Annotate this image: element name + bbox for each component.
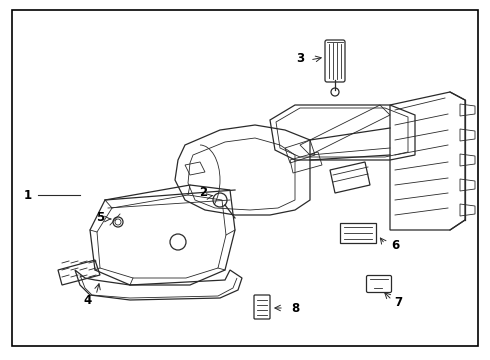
Text: 3: 3 [296, 51, 304, 64]
Bar [340, 223, 376, 243]
Text: 8: 8 [291, 302, 299, 315]
Text: 5: 5 [96, 211, 104, 224]
Text: 1: 1 [24, 189, 32, 202]
Text: 6: 6 [391, 239, 399, 252]
Text: 4: 4 [84, 293, 92, 306]
Text: 2: 2 [199, 185, 207, 198]
Text: 7: 7 [394, 296, 402, 309]
